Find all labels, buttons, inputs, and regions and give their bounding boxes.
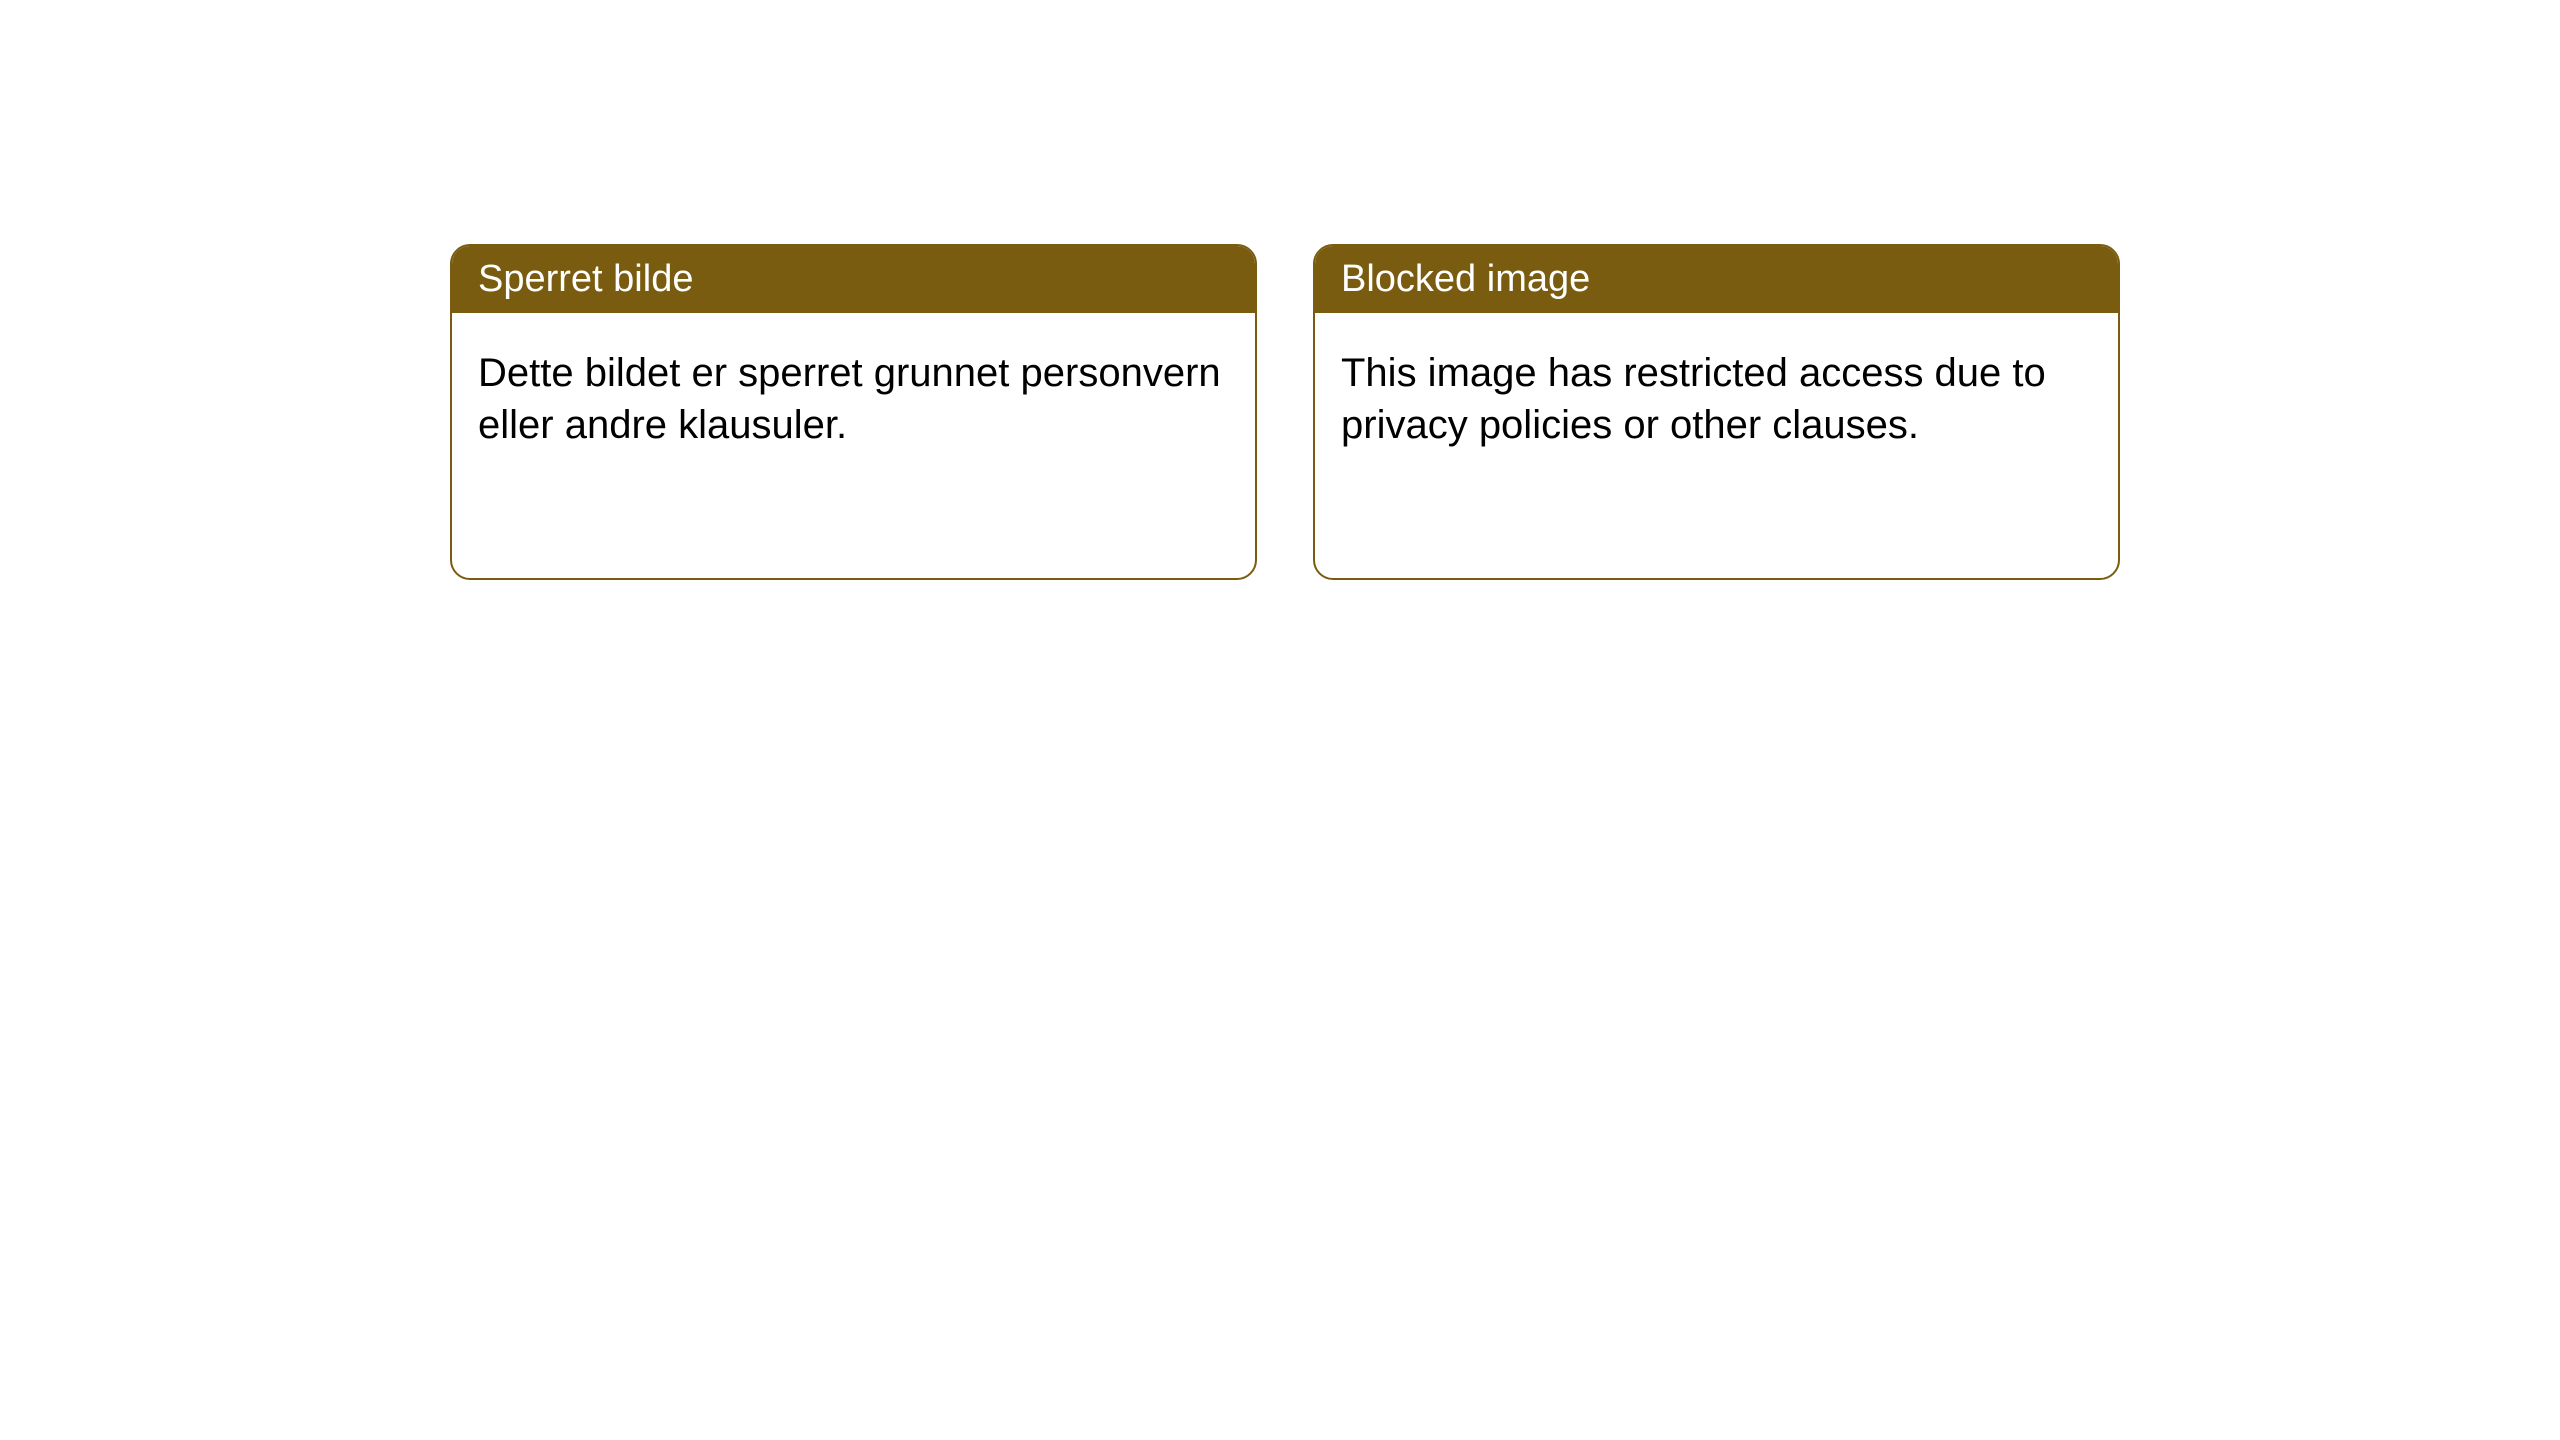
- notice-card-english: Blocked image This image has restricted …: [1313, 244, 2120, 580]
- card-header: Blocked image: [1315, 246, 2118, 313]
- card-title: Sperret bilde: [478, 258, 693, 300]
- card-header: Sperret bilde: [452, 246, 1255, 313]
- card-body-text: Dette bildet er sperret grunnet personve…: [478, 351, 1221, 447]
- notice-card-norwegian: Sperret bilde Dette bildet er sperret gr…: [450, 244, 1257, 580]
- card-body-text: This image has restricted access due to …: [1341, 351, 2046, 447]
- card-title: Blocked image: [1341, 258, 1590, 300]
- card-body: This image has restricted access due to …: [1315, 313, 2118, 485]
- card-body: Dette bildet er sperret grunnet personve…: [452, 313, 1255, 485]
- notice-cards-container: Sperret bilde Dette bildet er sperret gr…: [450, 244, 2120, 580]
